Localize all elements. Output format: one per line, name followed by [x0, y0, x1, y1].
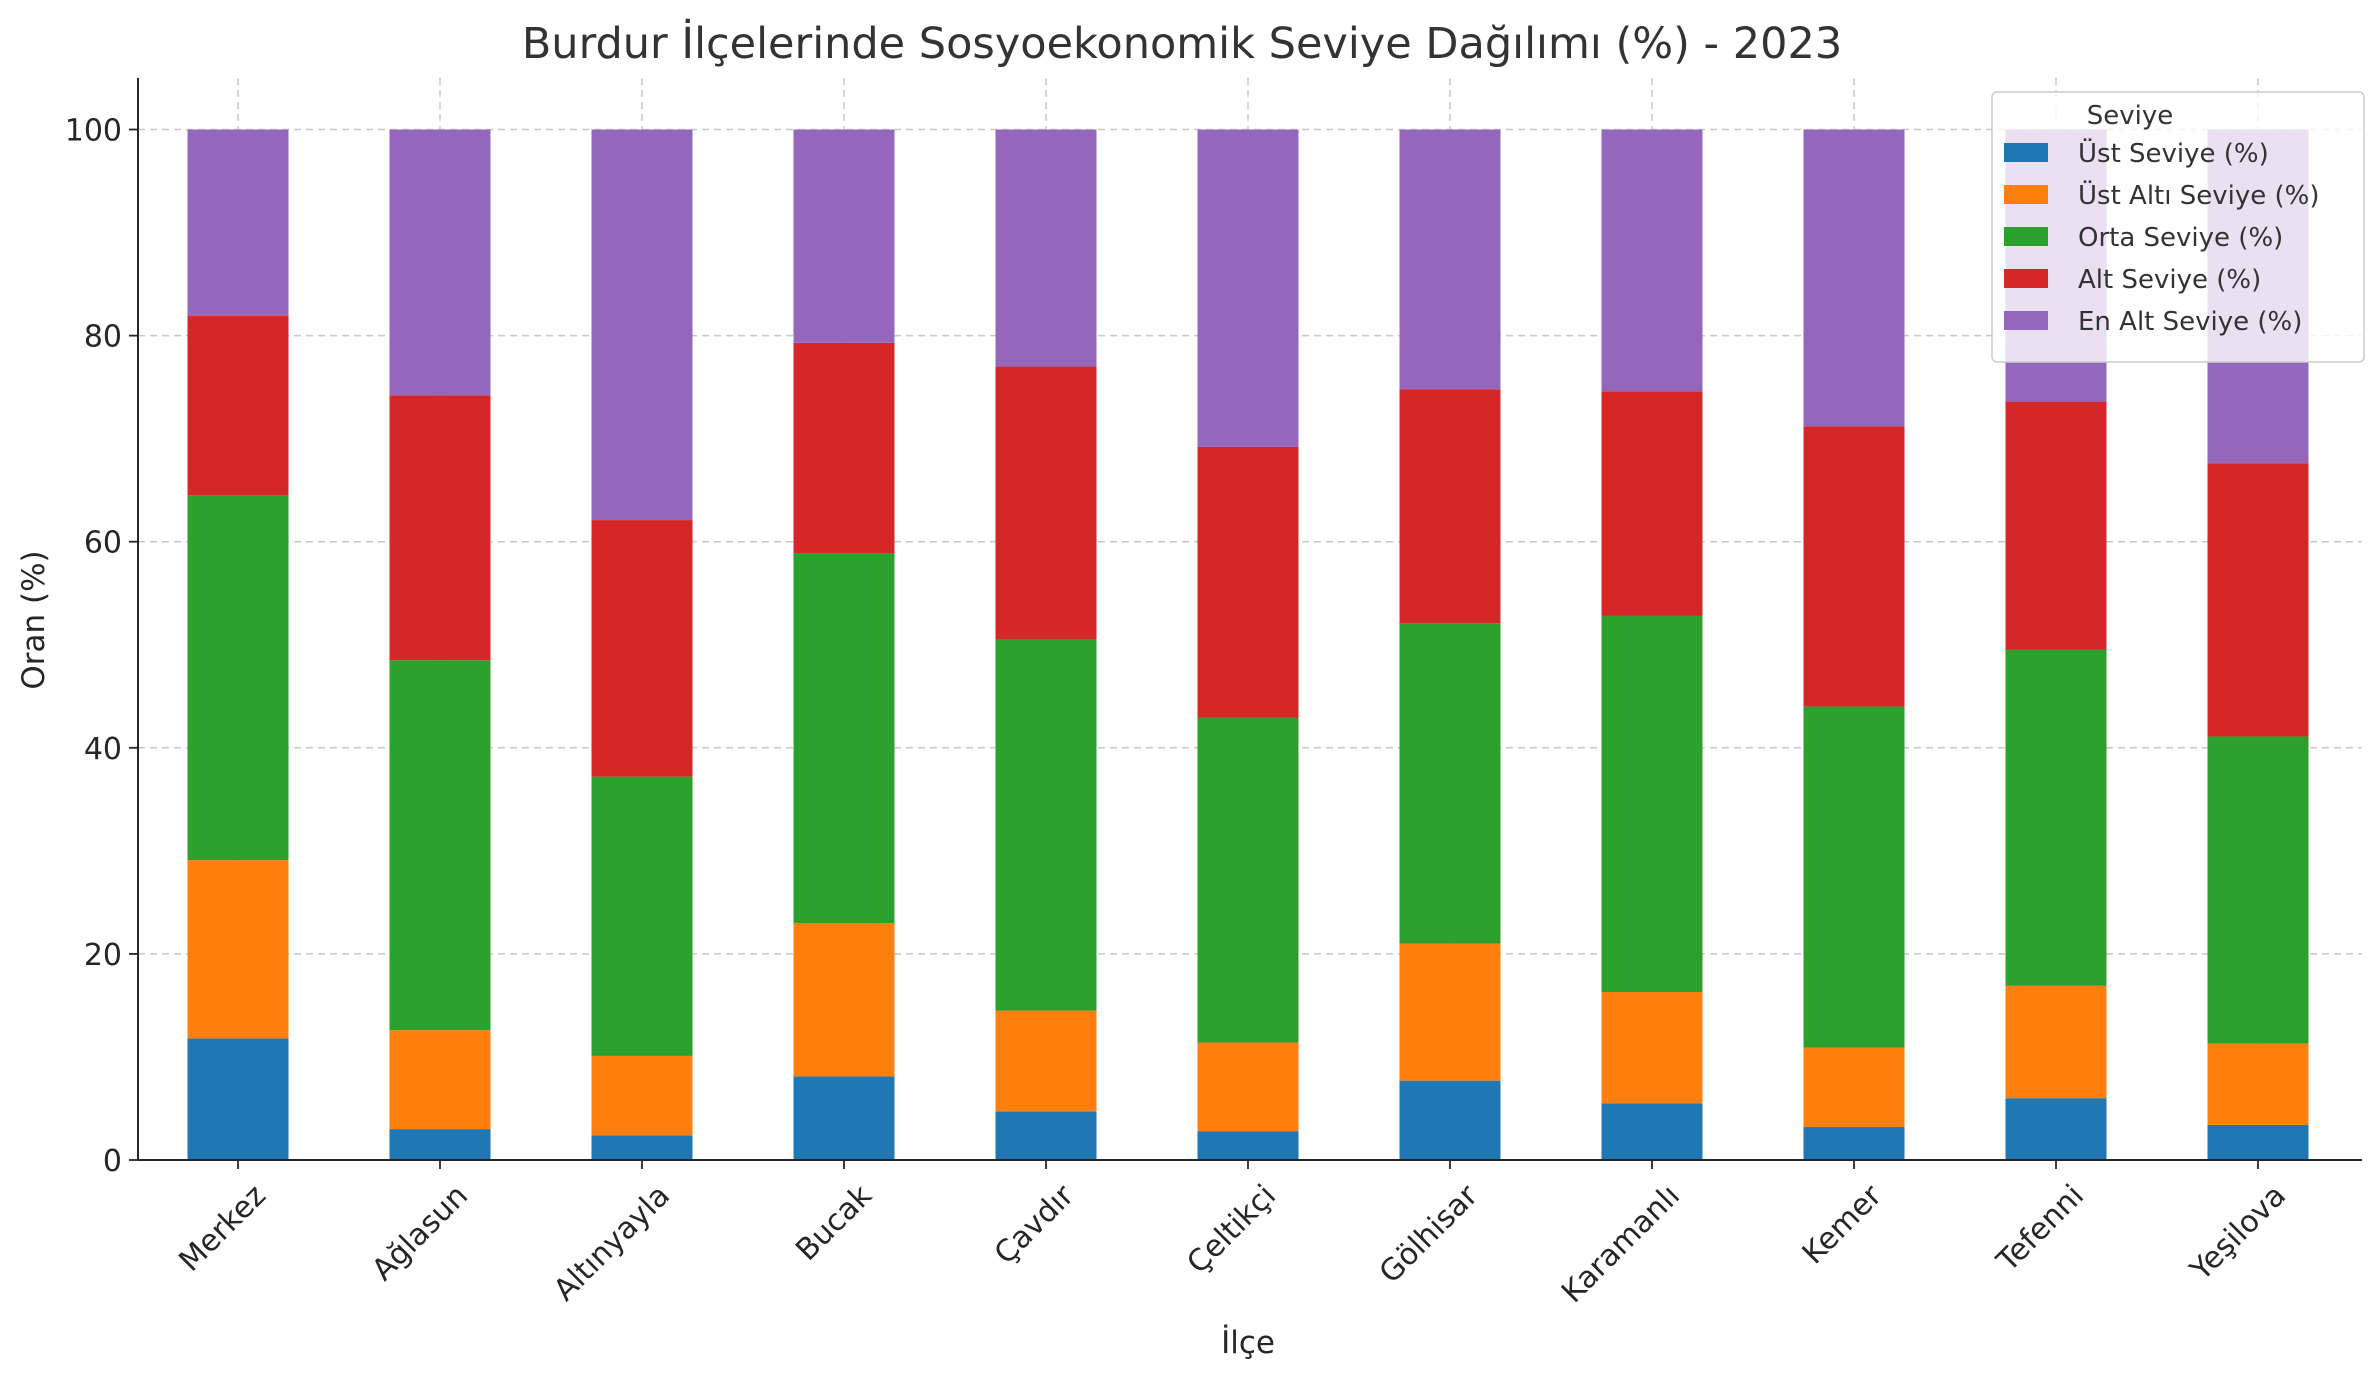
bar-segment — [1399, 1080, 1501, 1160]
legend-swatch — [2004, 311, 2048, 330]
y-axis-title: Oran (%) — [16, 550, 52, 689]
bar-segment — [1803, 1047, 1905, 1128]
x-axis-title: İlçe — [1221, 1325, 1275, 1361]
x-tick-label: Karamanlı — [1555, 1178, 1687, 1310]
x-tick-label: Kemer — [1796, 1178, 1890, 1272]
bar-segment — [2005, 985, 2107, 1099]
bar-segment — [2005, 649, 2107, 986]
x-tick-label: Gölhisar — [1373, 1178, 1486, 1291]
bar-segment — [995, 639, 1097, 1011]
legend-swatch — [2004, 143, 2048, 162]
bar-segment — [2207, 1124, 2309, 1160]
bar-segment — [591, 129, 693, 521]
bar-segment — [591, 520, 693, 777]
bar-segment — [2005, 401, 2107, 650]
bar-segment — [1399, 943, 1501, 1081]
bar-segment — [187, 1038, 289, 1160]
x-tick-label: Çavdır — [988, 1178, 1082, 1272]
bar-segment — [1197, 1042, 1299, 1132]
bar-segment — [389, 395, 491, 661]
legend-label: En Alt Seviye (%) — [2078, 307, 2302, 337]
x-tick-label: Tefenni — [1990, 1178, 2091, 1279]
bar-segment — [1197, 1131, 1299, 1160]
axes-layer — [137, 78, 2362, 1161]
bar-segment — [793, 129, 895, 343]
bar-segment — [591, 1135, 693, 1160]
bar-segment — [389, 1129, 491, 1160]
bar-segment — [2005, 1098, 2107, 1160]
y-tick-label: 0 — [103, 1144, 122, 1179]
bar-segment — [591, 1055, 693, 1136]
bar-segment — [1803, 1127, 1905, 1160]
legend: Seviye Üst Seviye (%) Üst Altı Seviye (%)… — [1991, 91, 2365, 363]
bar-segment — [2207, 736, 2309, 1044]
x-tick-label: Yeşilova — [2183, 1178, 2293, 1288]
bar-segment — [995, 129, 1097, 367]
bar-segment — [995, 1111, 1097, 1160]
bar-segment — [1803, 129, 1905, 427]
bar-segment — [591, 776, 693, 1056]
bar-segment — [2207, 463, 2309, 737]
x-tick-label: Altınyayla — [547, 1178, 677, 1308]
bar-segment — [793, 922, 895, 1077]
x-tick-label: Bucak — [789, 1178, 879, 1268]
bar-segment — [187, 129, 289, 317]
bar-segment — [2207, 1043, 2309, 1125]
bar-segment — [1399, 623, 1501, 944]
x-tick-label: Ağlasun — [365, 1178, 475, 1288]
legend-title: Seviye — [2087, 101, 2174, 131]
bar-segment — [793, 553, 895, 923]
legend-label: Alt Seviye (%) — [2078, 265, 2261, 295]
bar-segment — [187, 860, 289, 1039]
bar-segment — [1601, 615, 1703, 993]
bar-segment — [187, 316, 289, 496]
y-tick-label: 60 — [84, 526, 122, 561]
bar-segment — [1803, 706, 1905, 1048]
x-tick-label: Çeltikçi — [1180, 1178, 1283, 1281]
legend-swatch — [2004, 227, 2048, 246]
bar-segment — [1601, 1103, 1703, 1160]
y-tick-label: 80 — [84, 320, 122, 355]
legend-label: Orta Seviye (%) — [2078, 223, 2283, 253]
bar-segment — [1601, 992, 1703, 1104]
legend-swatch — [2004, 269, 2048, 288]
bar-segment — [1197, 446, 1299, 718]
bar-segment — [1197, 717, 1299, 1043]
bar-segment — [187, 495, 289, 861]
y-tick-label: 20 — [84, 938, 122, 973]
bar-segment — [389, 129, 491, 396]
bar-segment — [1197, 129, 1299, 447]
bar-segment — [389, 1030, 491, 1130]
legend-label: Üst Seviye (%) — [2078, 137, 2269, 169]
bar-segment — [389, 660, 491, 1031]
legend-label: Üst Altı Seviye (%) — [2078, 179, 2319, 211]
bar-segment — [1601, 391, 1703, 616]
chart-title: Burdur İlçelerinde Sosyoekonomik Seviye … — [522, 18, 1842, 69]
y-tick-label: 100 — [65, 114, 122, 149]
y-tick-label: 40 — [84, 732, 122, 767]
legend-entries: Üst Seviye (%) Üst Altı Seviye (%) Orta Se… — [2004, 137, 2319, 337]
legend-swatch — [2004, 185, 2048, 204]
bar-segment — [1399, 129, 1501, 390]
x-tick-label: Merkez — [172, 1178, 273, 1279]
bar-segment — [1399, 389, 1501, 624]
bar-segment — [1601, 129, 1703, 392]
bar-segment — [1803, 426, 1905, 707]
legend-box — [1991, 91, 2365, 363]
bar-segment — [793, 1076, 895, 1160]
bar-segment — [995, 1010, 1097, 1112]
bar-segment — [793, 342, 895, 554]
bars-layer — [187, 129, 2309, 1160]
bar-segment — [995, 366, 1097, 640]
